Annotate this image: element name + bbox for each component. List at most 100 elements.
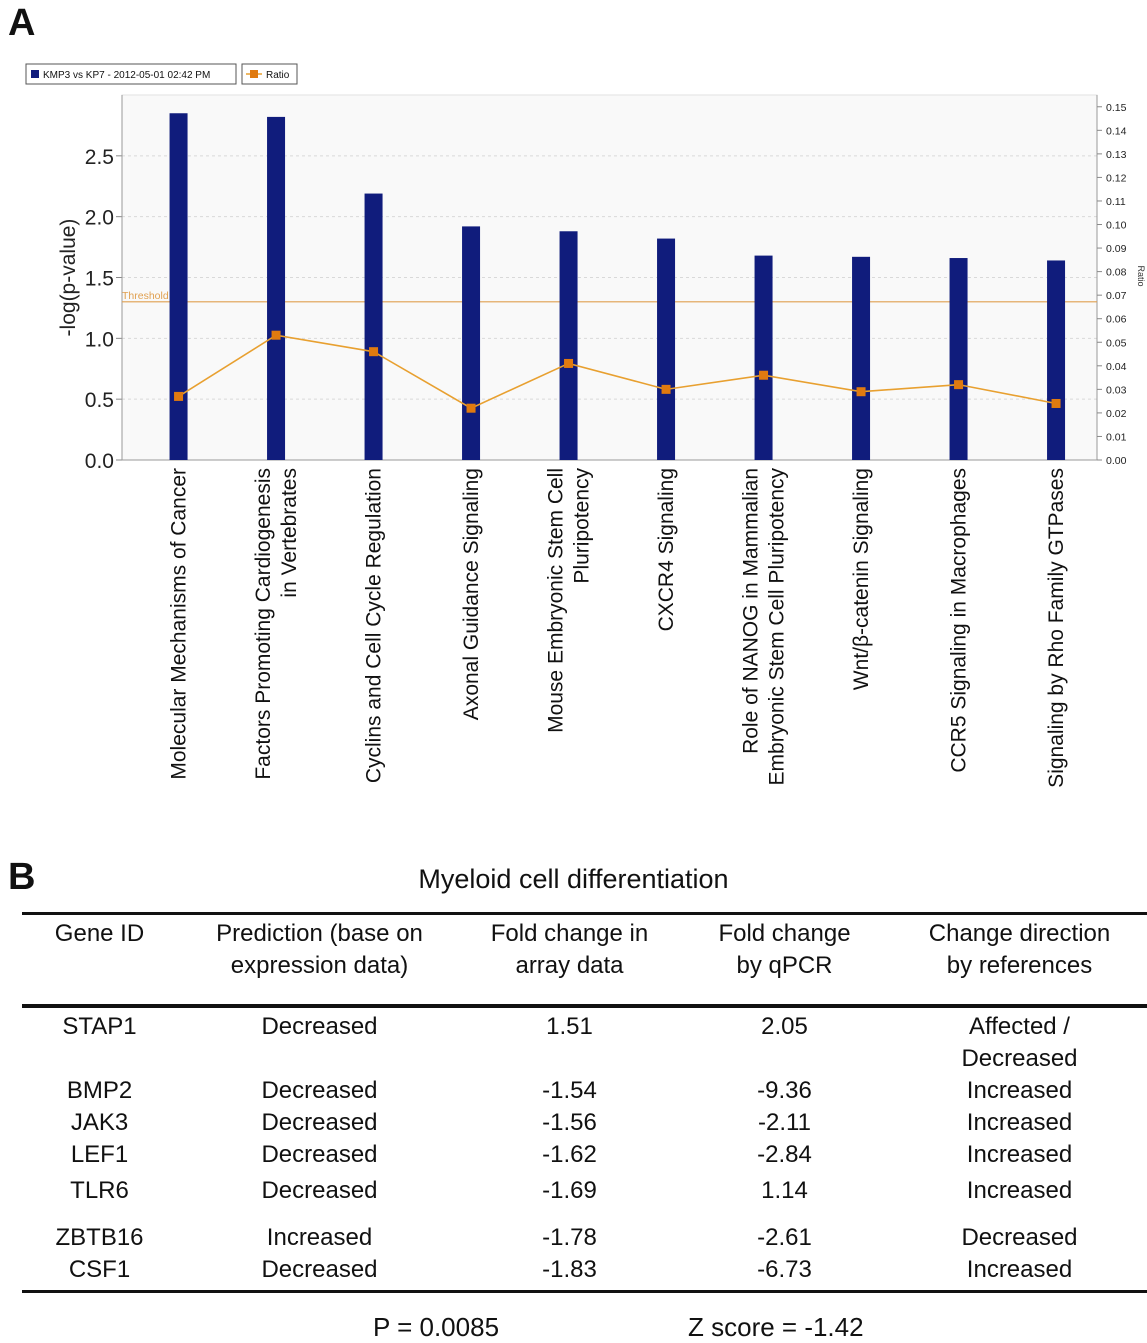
x-tick-label: CXCR4 Signaling: [655, 468, 678, 631]
x-tick-label: Signaling by Rho Family GTPases: [1045, 468, 1068, 788]
column-header: Prediction (base on expression data): [177, 912, 462, 1008]
bar: [754, 255, 773, 460]
x-tick-label: Axonal Guidance Signaling: [460, 468, 483, 720]
panel-a-label: A: [8, 2, 36, 44]
cell-reference: Increased: [892, 1107, 1147, 1139]
cell-array: -1.78: [542, 1224, 597, 1251]
cell-prediction: Decreased: [177, 1254, 462, 1293]
table-row: STAP1 Decreased 1.51 2.05 Affected / Decrease…: [22, 1006, 1147, 1075]
cell-prediction: Decreased: [261, 1109, 378, 1136]
y2-axis-label: Ratio: [1136, 265, 1146, 286]
ratio-point: [564, 358, 574, 368]
cell-array: 1.51: [546, 1013, 593, 1040]
column-header: Fold change by qPCR: [677, 912, 892, 1008]
cell-gene: LEF1: [70, 1141, 129, 1168]
cell-array: -1.56: [542, 1109, 597, 1136]
bar: [1047, 260, 1066, 460]
cell-reference-line: Decreased: [961, 1045, 1078, 1072]
table-title: Myeloid cell differentiation: [418, 864, 729, 894]
cell-qpcr: 1.14: [761, 1177, 808, 1204]
bar: [169, 113, 188, 460]
y-tick-label: 0.0: [85, 450, 114, 473]
bar: [364, 193, 383, 461]
y-tick-label: 2.5: [85, 146, 114, 169]
cell-array: -1.62: [542, 1141, 597, 1168]
table-row: CSF1 Decreased -1.83 -6.73 Increased: [22, 1254, 1147, 1293]
y2-tick-label: 0.14: [1106, 125, 1127, 137]
cell-reference-line: Increased: [966, 1256, 1073, 1283]
panel-b-label: B: [8, 856, 36, 898]
column-header: Fold change in array data: [462, 912, 677, 1008]
bar: [559, 231, 578, 460]
cell-array: -1.83: [462, 1254, 677, 1293]
gene-table: Gene ID Prediction (base on expression dat…: [22, 912, 1147, 1293]
cell-reference: Affected / Decreased: [892, 1006, 1147, 1075]
threshold-label: Threshold: [122, 290, 169, 302]
cell-prediction: Decreased: [261, 1077, 378, 1104]
y2-tick-label: 0.02: [1106, 408, 1127, 420]
y-tick-label: 2.0: [85, 207, 114, 230]
table-body: STAP1 Decreased 1.51 2.05 Affected / Decrease…: [22, 1006, 1147, 1293]
y-tick-label: 0.5: [85, 389, 114, 412]
cell-qpcr: -6.73: [677, 1254, 892, 1293]
column-header: Change direction by references: [892, 912, 1147, 1008]
cell-reference: Increased: [892, 1075, 1147, 1107]
ratio-point: [1051, 398, 1061, 408]
y2-tick-label: 0.06: [1106, 314, 1127, 326]
ratio-point: [271, 330, 281, 340]
cell-reference: Increased: [892, 1139, 1147, 1171]
pathway-bar-chart: 0.0 0.5 1.0 1.5 2.0 2.5 -log(p-value) 0.00 0.01 0…: [25, 63, 1146, 788]
ratio-point: [954, 380, 964, 390]
table-row: TLR6 Decreased -1.69 1.14 Increased: [22, 1171, 1147, 1207]
y2-tick-label: 0.13: [1106, 149, 1127, 161]
column-header-line: array data: [515, 952, 624, 979]
y2-tick-label: 0.07: [1106, 290, 1127, 302]
y-axis-label: -log(p-value): [57, 219, 80, 337]
legend-bar-swatch: [31, 70, 39, 78]
cell-reference-line: Increased: [966, 1109, 1073, 1136]
column-header-line: Prediction (base on: [216, 920, 423, 947]
ratio-point: [759, 370, 769, 380]
column-header-line: by qPCR: [736, 952, 833, 979]
cell-qpcr: -2.61: [757, 1224, 812, 1251]
cell-reference-line: Affected /: [969, 1013, 1070, 1040]
y2-tick-label: 0.12: [1106, 172, 1127, 184]
y2-tick-label: 0.05: [1106, 337, 1127, 349]
cell-qpcr: 2.05: [761, 1013, 808, 1040]
ratio-point: [174, 391, 184, 401]
x-tick-label: Wnt/β-catenin Signaling: [850, 468, 873, 690]
column-header: Gene ID: [22, 912, 177, 1008]
cell-gene: BMP2: [66, 1077, 133, 1104]
bar: [462, 226, 481, 460]
y2-tick-label: 0.09: [1106, 243, 1127, 255]
y2-tick-label: 0.11: [1106, 196, 1126, 208]
x-tick-label: Role of NANOG in Mammalian Embryonic Stem…: [740, 468, 789, 786]
table-row: JAK3 Decreased -1.56 -2.11 Increased: [22, 1107, 1147, 1139]
table-header-row: Gene ID Prediction (base on expression dat…: [22, 912, 1147, 1008]
legend-ratio-label: Ratio: [266, 70, 290, 81]
ratio-point: [661, 384, 671, 394]
column-header-line: Fold change in: [490, 920, 649, 947]
cell-reference-line: Increased: [966, 1177, 1073, 1204]
cell-array: -1.69: [542, 1177, 597, 1204]
ratio-line: [178, 334, 1057, 410]
y2-tick-label: 0.01: [1106, 431, 1127, 443]
cell-qpcr: -2.84: [757, 1141, 812, 1168]
legend-series-box: [25, 63, 237, 85]
z-score: Z score = -1.42: [688, 1312, 864, 1342]
ratio-point: [856, 387, 866, 397]
y-tick-label: 1.5: [85, 268, 114, 291]
cell-gene: TLR6: [70, 1177, 129, 1204]
y2-tick-label: 0.04: [1106, 361, 1127, 373]
p-value: P = 0.0085: [373, 1312, 500, 1342]
y2-tick-label: 0.10: [1106, 220, 1127, 232]
y2-tick-label: 0.00: [1106, 455, 1127, 467]
y2-tick-label: 0.03: [1106, 384, 1127, 396]
cell-reference: Increased: [892, 1171, 1147, 1207]
x-tick-label: Cyclins and Cell Cycle Regulation: [363, 468, 386, 783]
y-tick-label: 1.0: [85, 328, 114, 351]
table-row: BMP2 Decreased -1.54 -9.36 Increased: [22, 1075, 1147, 1107]
x-tick-label: CCR5 Signaling in Macrophages: [948, 468, 971, 773]
cell-qpcr: -2.11: [758, 1109, 811, 1136]
column-header-line: expression data): [230, 952, 409, 979]
